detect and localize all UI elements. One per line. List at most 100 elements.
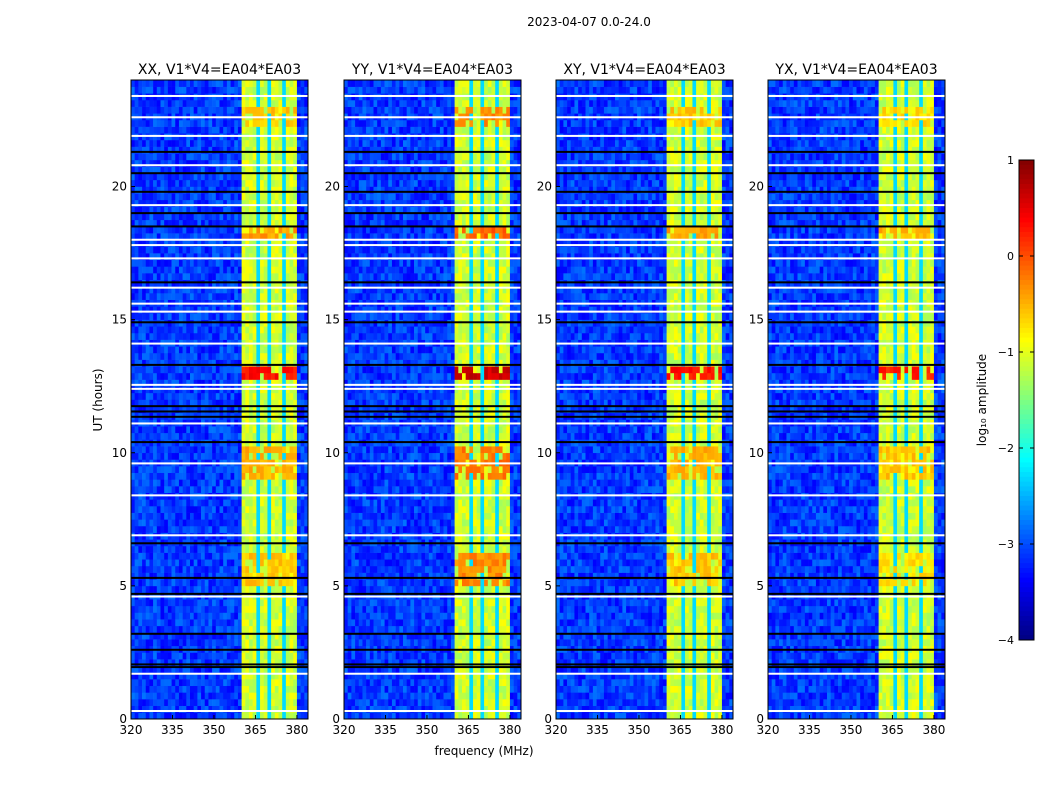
heatmap-cell <box>234 313 238 320</box>
heatmap-cell <box>297 393 301 400</box>
heatmap-cell <box>249 466 253 473</box>
heatmap-cell <box>282 579 286 586</box>
heatmap-cell <box>164 559 168 566</box>
heatmap-cell <box>267 639 271 646</box>
heatmap-cell <box>190 246 194 253</box>
heatmap-cell <box>344 599 348 606</box>
heatmap-cell <box>164 153 168 160</box>
heatmap-cell <box>212 433 216 440</box>
heatmap-cell <box>267 526 271 533</box>
heatmap-cell <box>231 426 235 433</box>
heatmap-cell <box>201 466 205 473</box>
heatmap-cell <box>351 260 355 267</box>
heatmap-cell <box>297 273 301 280</box>
heatmap-cell <box>135 526 139 533</box>
heatmap-cell <box>227 479 231 486</box>
heatmap-cell <box>351 553 355 560</box>
heatmap-cell <box>253 326 257 333</box>
heatmap-cell <box>344 513 348 520</box>
heatmap-cell <box>267 366 271 373</box>
heatmap-cell <box>238 513 242 520</box>
heatmap-cell <box>344 679 348 686</box>
heatmap-cell <box>301 579 305 586</box>
heatmap-cell <box>161 140 165 147</box>
heatmap-cell <box>279 213 283 220</box>
heatmap-cell <box>275 639 279 646</box>
heatmap-cell <box>249 140 253 147</box>
heatmap-cell <box>212 193 216 200</box>
heatmap-cell <box>286 446 290 453</box>
heatmap-cell <box>231 127 235 134</box>
heatmap-cell <box>267 127 271 134</box>
heatmap-cell <box>135 473 139 480</box>
heatmap-cell <box>293 699 297 706</box>
heatmap-cell <box>223 346 227 353</box>
heatmap-cell <box>234 346 238 353</box>
heatmap-cell <box>348 513 352 520</box>
heatmap-cell <box>194 559 198 566</box>
heatmap-cell <box>260 446 264 453</box>
heatmap-cell <box>205 606 209 613</box>
heatmap-cell <box>286 606 290 613</box>
heatmap-cell <box>275 373 279 380</box>
heatmap-cell <box>293 686 297 693</box>
heatmap-cell <box>201 393 205 400</box>
heatmap-cell <box>227 293 231 300</box>
heatmap-cell <box>227 712 231 719</box>
heatmap-cell <box>275 652 279 659</box>
heatmap-cell <box>197 373 201 380</box>
heatmap-cell <box>197 553 201 560</box>
heatmap-cell <box>179 346 183 353</box>
heatmap-cell <box>348 213 352 220</box>
heatmap-cell <box>131 260 135 267</box>
heatmap-cell <box>212 127 216 134</box>
heatmap-cell <box>275 366 279 373</box>
heatmap-cell <box>242 213 246 220</box>
heatmap-cell <box>351 246 355 253</box>
heatmap-cell <box>234 486 238 493</box>
heatmap-cell <box>135 87 139 94</box>
heatmap-cell <box>216 293 220 300</box>
heatmap-cell <box>279 639 283 646</box>
heatmap-cell <box>194 553 198 560</box>
heatmap-cell <box>293 366 297 373</box>
heatmap-cell <box>293 473 297 480</box>
heatmap-cell <box>267 626 271 633</box>
heatmap-cell <box>212 87 216 94</box>
heatmap-cell <box>142 613 146 620</box>
heatmap-cell <box>293 120 297 127</box>
heatmap-cell <box>179 173 183 180</box>
heatmap-cell <box>271 326 275 333</box>
heatmap-cell <box>256 619 260 626</box>
heatmap-cell <box>168 127 172 134</box>
heatmap-cell <box>172 246 176 253</box>
heatmap-cell <box>205 313 209 320</box>
heatmap-cell <box>223 479 227 486</box>
heatmap-cell <box>186 453 190 460</box>
heatmap-cell <box>290 213 294 220</box>
heatmap-cell <box>264 173 268 180</box>
heatmap-cell <box>205 266 209 273</box>
heatmap-cell <box>179 686 183 693</box>
heatmap-cell <box>348 373 352 380</box>
heatmap-cell <box>260 213 264 220</box>
heatmap-cell <box>267 559 271 566</box>
heatmap-cell <box>208 639 212 646</box>
heatmap-cell <box>267 193 271 200</box>
heatmap-cell <box>238 366 242 373</box>
heatmap-cell <box>164 213 168 220</box>
heatmap-cell <box>260 692 264 699</box>
heatmap-cell <box>253 579 257 586</box>
heatmap-cell <box>286 559 290 566</box>
heatmap-cell <box>186 546 190 553</box>
heatmap-cell <box>234 246 238 253</box>
heatmap-cell <box>175 679 179 686</box>
heatmap-cell <box>238 353 242 360</box>
heatmap-cell <box>175 652 179 659</box>
heatmap-cell <box>344 107 348 114</box>
heatmap-cell <box>197 213 201 220</box>
heatmap-cell <box>201 426 205 433</box>
heatmap-cell <box>220 140 224 147</box>
heatmap-cell <box>253 313 257 320</box>
heatmap-cell <box>153 153 157 160</box>
